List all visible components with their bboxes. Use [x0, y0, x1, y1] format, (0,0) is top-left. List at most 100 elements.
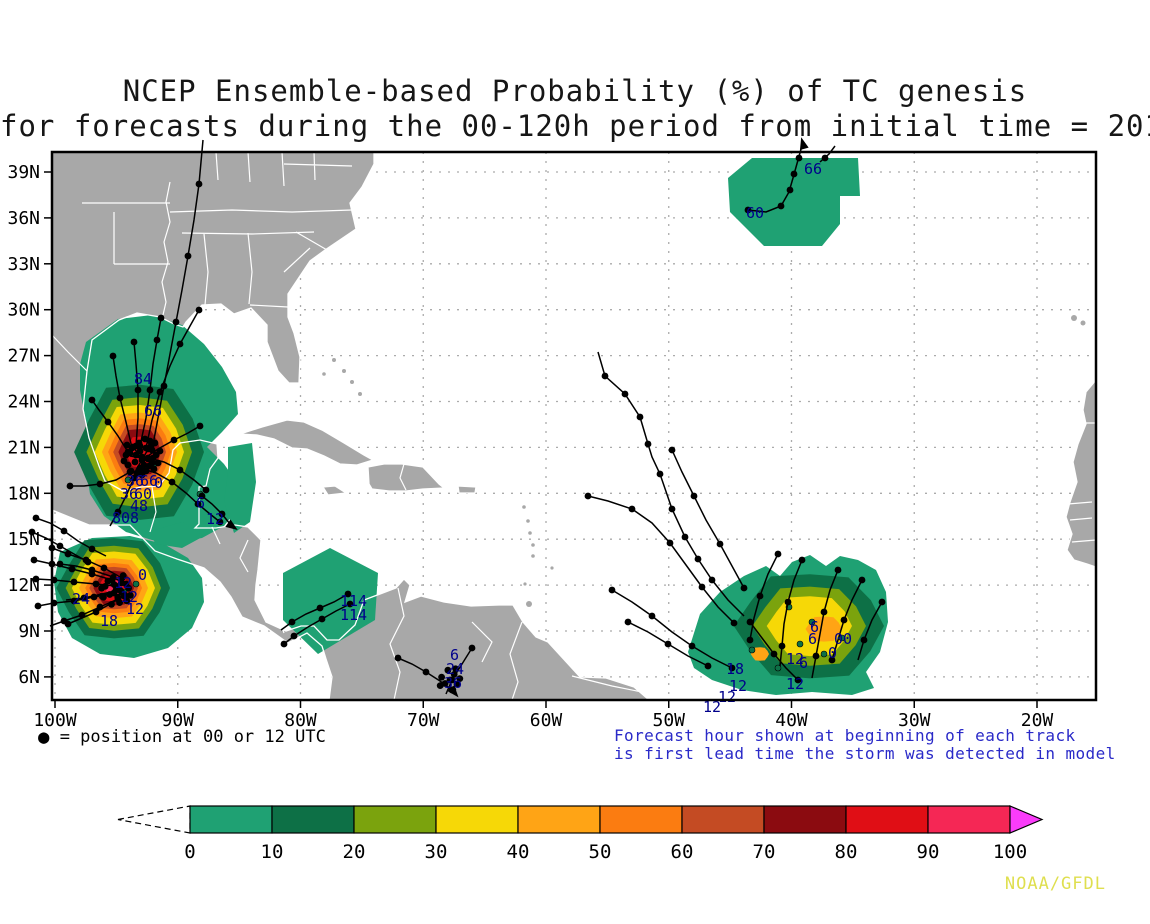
track-position-dot [288, 618, 296, 626]
colorbar-segment [763, 805, 847, 834]
colorbar-overflow-arrow [1009, 805, 1044, 834]
track-position-dot [878, 598, 886, 606]
track-position-dot [60, 527, 68, 535]
colorbar-tick-label: 0 [184, 841, 195, 863]
track-position-dot [118, 579, 125, 587]
coastline [367, 463, 446, 492]
track-position-dot [151, 439, 159, 447]
probability-region-yucatan-east-strip [224, 443, 256, 533]
landmass-hispaniola [368, 464, 444, 491]
track-position-dot [135, 439, 143, 447]
track-hour-label: 18 [726, 660, 744, 678]
track-position-dot [70, 578, 78, 586]
track-position-dot [778, 642, 786, 650]
track-position-dot [125, 584, 132, 592]
track-position-dot [123, 597, 131, 605]
track-position-dot [88, 396, 96, 404]
landmass-cuba [240, 420, 373, 465]
track-position-dot [88, 545, 96, 553]
track-position-dot [744, 206, 752, 214]
track-position-dot [644, 440, 652, 448]
track-hour-label: 0 [828, 644, 837, 662]
track-position-dot [624, 618, 632, 626]
colorbar-segment [435, 805, 519, 834]
storm-track [139, 467, 221, 523]
track-position-dot [131, 458, 139, 466]
track-position-dot [134, 386, 142, 394]
track-hour-label: 48 [130, 497, 148, 515]
track-hour-label: 808 [112, 509, 139, 527]
storm-track [109, 477, 135, 527]
track-position-dot [821, 154, 829, 162]
track-position-dot [316, 604, 324, 612]
lat-tick-label: 33N [7, 254, 40, 275]
track-position-dot [116, 394, 124, 402]
colorbar-segment [845, 805, 929, 834]
colorbar-tick-label: 80 [835, 841, 858, 863]
track-position-dot [100, 593, 107, 601]
track-position-dot [127, 467, 135, 475]
track-position-dot [118, 588, 125, 596]
track-position-dot [30, 556, 38, 564]
track-position-dot [648, 612, 656, 620]
track-position-dot [202, 486, 210, 494]
track-hour-label: 00 [834, 630, 852, 648]
track-position-dot [784, 598, 792, 606]
track-position-dot [436, 682, 444, 689]
track-position-dot [56, 542, 64, 550]
lat-tick-label: 6N [18, 667, 40, 688]
lat-tick-label: 27N [7, 346, 40, 367]
track-position-dot [668, 446, 676, 454]
track-position-dot [394, 654, 402, 662]
track-position-dot [195, 180, 203, 188]
track-position-dot [422, 668, 430, 676]
track-position-dot [456, 675, 464, 682]
track-position-dot [114, 593, 122, 601]
lat-tick-label: 39N [7, 162, 40, 183]
coastline [1065, 378, 1096, 568]
track-hour-label: 0 [154, 474, 163, 492]
island [531, 554, 535, 558]
track-position-dot [66, 482, 74, 490]
track-position-dot [698, 583, 706, 591]
storm-track [139, 317, 162, 447]
track-position-dot [34, 602, 42, 610]
track-position-dot [196, 422, 204, 430]
track-position-dot [184, 252, 192, 260]
track-position-dot [756, 592, 764, 600]
track-position-dot [774, 550, 782, 558]
track-position-dot [280, 640, 288, 648]
track-hour-label: 36 [444, 674, 462, 692]
storm-track [671, 449, 745, 589]
storm-track [145, 309, 200, 449]
lat-tick-label: 36N [7, 208, 40, 229]
track-position-dot [668, 505, 676, 513]
track-position-dot [92, 580, 100, 588]
track-position-dot [790, 170, 798, 178]
track-position-dot [104, 577, 112, 585]
lon-tick-label: 100W [33, 710, 77, 731]
track-position-dot [176, 340, 184, 348]
track-position-dot [106, 591, 114, 598]
track-hour-label: 12 [786, 675, 804, 693]
track-position-dot [32, 575, 40, 583]
genesis-point [748, 646, 756, 654]
track-position-dot [858, 576, 866, 584]
track-position-dot [120, 457, 128, 465]
track-position-dot [80, 594, 88, 602]
track-position-dot [728, 664, 736, 672]
position-legend: ● = position at 00 or 12 UTC [38, 726, 326, 748]
island [358, 392, 362, 396]
track-position-dot [145, 462, 153, 470]
track-position-dot [450, 671, 458, 678]
lon-tick-label: 90W [161, 710, 194, 731]
track-position-dot [32, 514, 40, 522]
track-position-dot [290, 632, 298, 640]
map-frame [50, 150, 1098, 702]
genesis-point [132, 580, 140, 588]
track-hour-label: 36 [120, 485, 138, 503]
lon-tick-label: 80W [284, 710, 317, 731]
annotation-line1: Forecast hour shown at beginning of each… [614, 726, 1076, 745]
colorbar-tick-label: 60 [671, 841, 694, 863]
